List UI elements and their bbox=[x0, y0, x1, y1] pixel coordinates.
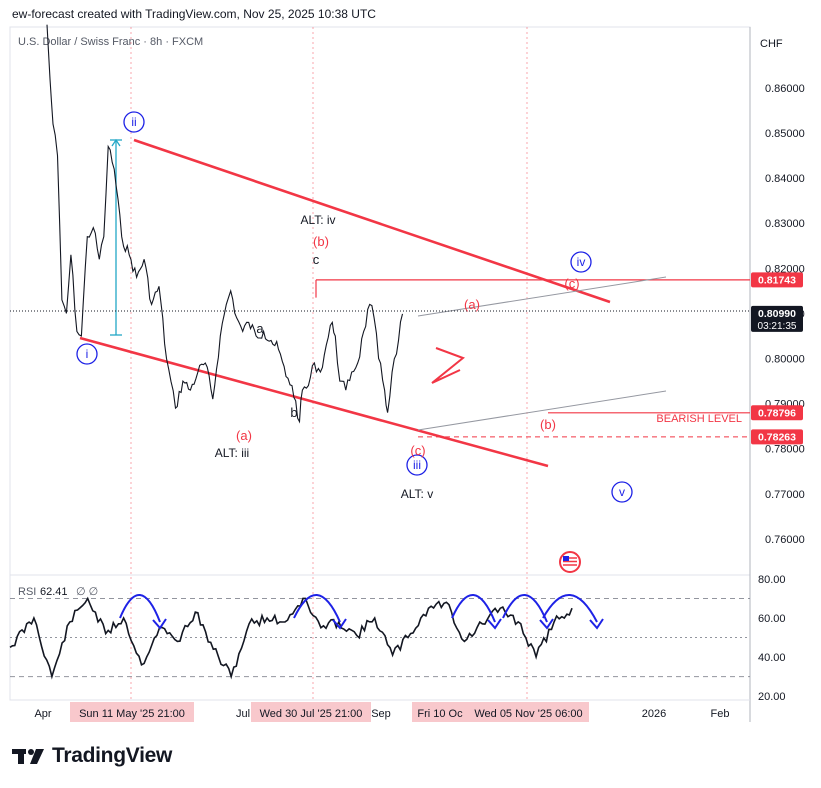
tradingview-logo[interactable]: TradingView bbox=[12, 744, 172, 768]
currency-label: CHF bbox=[760, 38, 783, 50]
wave-iii-circle bbox=[406, 454, 428, 476]
time-highlight-box bbox=[251, 702, 371, 722]
rsi-title: RSI bbox=[18, 586, 36, 598]
wave-b-label-2: (b) bbox=[540, 417, 556, 432]
price-label-value: 0.80990 bbox=[758, 308, 796, 320]
price-label-value: 0.81743 bbox=[758, 274, 796, 286]
snapshot-header: ew-forecast created with TradingView.com… bbox=[12, 7, 376, 21]
time-tick: Feb bbox=[711, 708, 730, 720]
wave-i-circle bbox=[76, 343, 98, 365]
rsi-cycle-arc bbox=[293, 594, 341, 623]
price-tick: 0.76000 bbox=[765, 534, 805, 546]
wave-v-circle bbox=[611, 481, 633, 503]
alt-v-label: ALT: v bbox=[401, 487, 433, 501]
alt-iii-label: ALT: iii bbox=[215, 446, 249, 460]
rsi-cycle-arc bbox=[119, 594, 161, 623]
wave-ii-circle bbox=[123, 111, 145, 133]
channel-lower-line bbox=[79, 336, 549, 468]
price-tick: 0.85000 bbox=[765, 128, 805, 140]
time-highlight-label: Fri 10 Oc bbox=[417, 708, 463, 720]
price-label-box bbox=[751, 272, 803, 288]
rsi-cycle-arrows bbox=[119, 594, 604, 630]
alt-iv-label: ALT: iv bbox=[300, 213, 335, 227]
wave-v-label: v bbox=[619, 485, 625, 499]
us-flag-icon[interactable] bbox=[559, 551, 581, 573]
wave-ii-label: ii bbox=[131, 115, 136, 129]
time-highlight-label: Sun 11 May '25 21:00 bbox=[79, 708, 185, 720]
rsi-tick: 40.00 bbox=[758, 652, 786, 664]
price-axis-ticks: 0.860000.850000.840000.830000.820000.810… bbox=[765, 83, 805, 546]
time-highlight-label: Wed 05 Nov '25 06:00 bbox=[474, 708, 582, 720]
wave-a-minor-label: a bbox=[256, 321, 264, 336]
time-tick: Jul bbox=[236, 708, 250, 720]
price-series bbox=[46, 24, 404, 424]
tradingview-logo-icon bbox=[12, 749, 44, 764]
wave-a-label-1: (a) bbox=[236, 428, 252, 443]
rsi-series bbox=[9, 596, 573, 680]
main-pane-frame bbox=[9, 26, 751, 576]
wave-c-minor-label: c bbox=[313, 252, 320, 267]
price-label-box bbox=[751, 305, 803, 332]
price-label-box bbox=[751, 405, 803, 421]
measure-arrowhead bbox=[111, 138, 121, 147]
rsi-cycle-arc bbox=[451, 594, 496, 623]
rsi-tick: 20.00 bbox=[758, 691, 786, 703]
bearish-level-label: BEARISH LEVEL bbox=[656, 413, 742, 425]
tradingview-wordmark: TradingView bbox=[52, 744, 173, 767]
time-highlight-box bbox=[70, 702, 194, 722]
rsi-axis-ticks: 80.00 60.00 40.00 20.00 bbox=[758, 574, 786, 703]
rsi-tick: 80.00 bbox=[758, 574, 786, 586]
time-tick: 2026 bbox=[642, 708, 666, 720]
wave-labels: i ii iii iv v (a) (b) (c) (a) (c) (b) AL… bbox=[76, 111, 633, 503]
rsi-cycle-arc bbox=[502, 594, 548, 623]
price-tick: 0.80000 bbox=[765, 354, 805, 366]
rsi-cycle-arrowhead bbox=[332, 618, 347, 630]
date-marker-lines bbox=[130, 27, 528, 700]
wave-channel bbox=[79, 138, 667, 468]
wave-iv-circle bbox=[570, 251, 592, 273]
wave-b-minor-label: b bbox=[290, 405, 297, 420]
time-highlight-box bbox=[412, 702, 468, 722]
wave-c-label-2: (c) bbox=[564, 276, 579, 291]
rsi-extra: ∅ ∅ bbox=[76, 586, 98, 598]
wave-iv-label: iv bbox=[577, 255, 586, 269]
price-label-countdown: 03:21:35 bbox=[758, 321, 797, 332]
price-label-box bbox=[751, 429, 803, 445]
rsi-cycle-arrowhead bbox=[487, 618, 502, 630]
time-tick: Sep bbox=[371, 708, 391, 720]
time-highlight-label: Wed 30 Jul '25 21:00 bbox=[260, 708, 363, 720]
wave-a-label-2: (a) bbox=[464, 297, 480, 312]
price-tick: 0.77000 bbox=[765, 489, 805, 501]
wave-c-label-1: (c) bbox=[410, 443, 425, 458]
rsi-cycle-arrowhead bbox=[589, 618, 604, 630]
price-label-value: 0.78796 bbox=[758, 407, 796, 419]
price-tick: 0.82000 bbox=[765, 263, 805, 275]
wave-iii-label: iii bbox=[413, 458, 421, 472]
price-tick: 0.83000 bbox=[765, 218, 805, 230]
wave-b-label-1: (b) bbox=[313, 234, 329, 249]
wave-i-label: i bbox=[86, 347, 89, 361]
support-levels bbox=[315, 279, 750, 438]
price-label-value: 0.78263 bbox=[758, 431, 796, 443]
rsi-cycle-arc bbox=[542, 594, 598, 623]
time-tick: Apr bbox=[34, 708, 51, 720]
rsi-cycle-arrowhead bbox=[539, 618, 554, 630]
triangle-upper-line bbox=[417, 276, 667, 317]
time-highlight-box bbox=[468, 702, 589, 722]
price-tick: 0.78000 bbox=[765, 444, 805, 456]
rsi-levels bbox=[10, 597, 750, 678]
rsi-value: 62.41 bbox=[40, 586, 68, 598]
rsi-cycle-arrowhead bbox=[152, 618, 167, 630]
rsi-tick: 60.00 bbox=[758, 613, 786, 625]
price-tick: 0.84000 bbox=[765, 173, 805, 185]
time-axis-ticks: Apr Jul Sep 2026 Feb Sun 11 May '25 21:00 Wed … bbox=[34, 702, 729, 722]
price-tick: 0.86000 bbox=[765, 83, 805, 95]
symbol-title: U.S. Dollar / Swiss Franc · 8h · FXCM bbox=[18, 36, 203, 48]
wedge-marker bbox=[431, 347, 465, 384]
triangle-lower-line bbox=[417, 390, 667, 431]
channel-upper-line bbox=[133, 138, 611, 304]
